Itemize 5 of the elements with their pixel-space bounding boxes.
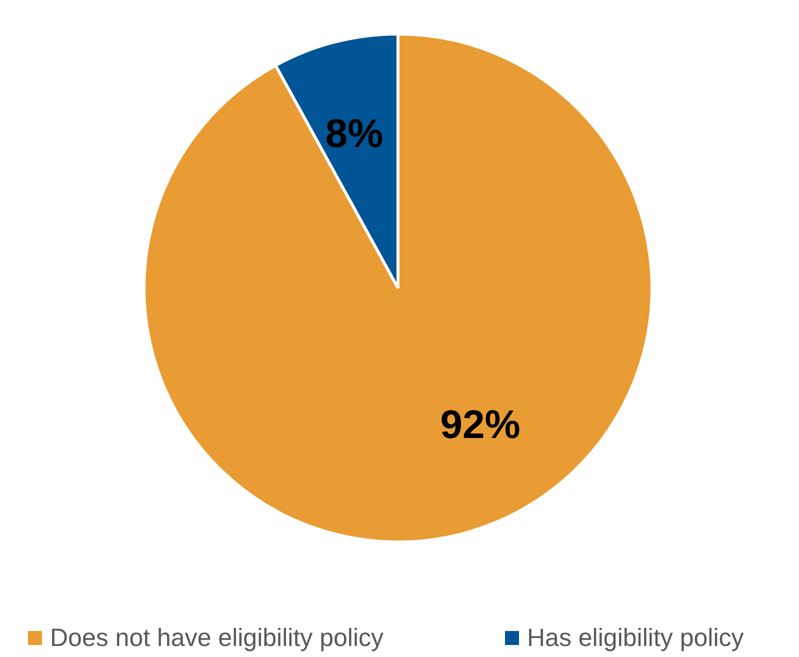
legend-label: Has eligibility policy <box>527 624 744 652</box>
pie-slice <box>142 32 654 544</box>
data-label: 92% <box>440 403 520 448</box>
data-label: 8% <box>325 112 384 156</box>
legend-label: Does not have eligibility policy <box>50 624 384 652</box>
